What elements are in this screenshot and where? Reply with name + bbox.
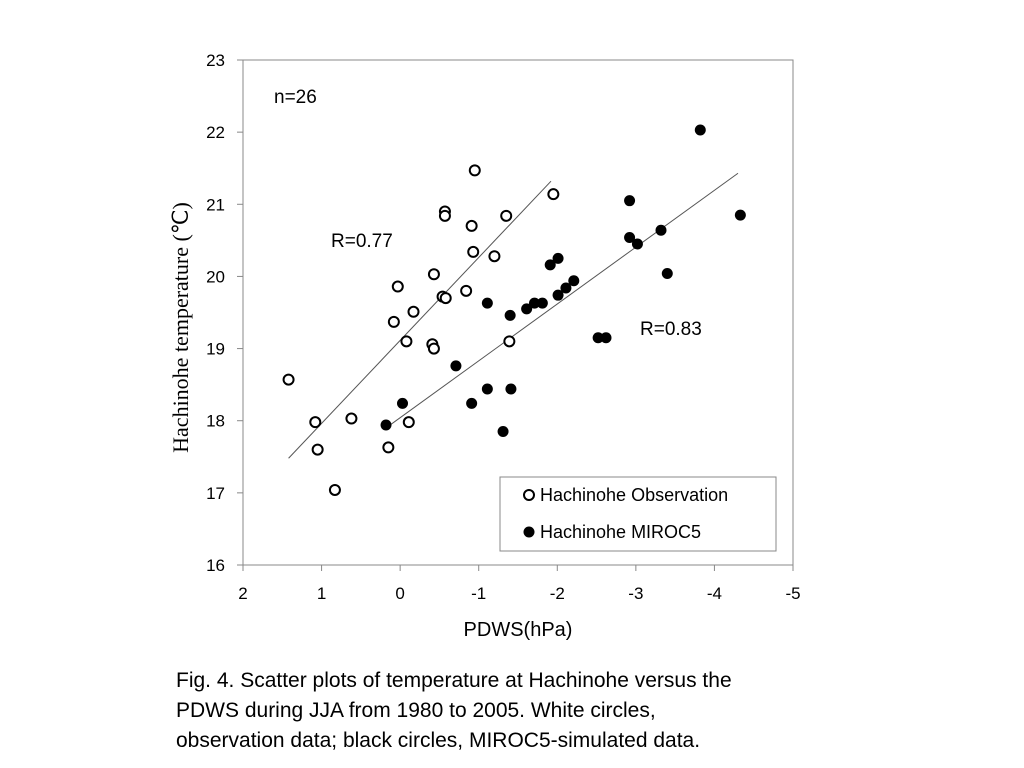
miroc5-point (661, 268, 673, 280)
legend-marker-observation (523, 489, 535, 501)
miroc5-point (592, 332, 604, 344)
caption-line: observation data; black circles, MIROC5-… (176, 729, 701, 752)
miroc5-point (380, 419, 392, 431)
plot-area-frame (242, 59, 794, 566)
y-tick-label: 16 (206, 556, 225, 575)
miroc5-point (466, 397, 478, 409)
y-tick-label: 19 (206, 340, 225, 359)
miroc5-point (600, 332, 612, 344)
trend-lines (288, 172, 739, 459)
observation-point (309, 416, 322, 429)
x-tick-label: 1 (317, 584, 326, 603)
miroc5-point (397, 397, 408, 409)
miroc5-point (560, 282, 572, 294)
annotation-r-miroc5: R=0.83 (640, 319, 702, 340)
miroc5-point (631, 238, 643, 250)
legend-marker-miroc5 (523, 526, 535, 538)
x-tick-label: 0 (395, 584, 404, 603)
figure-caption: Fig. 4. Scatter plots of temperature at … (176, 666, 876, 756)
miroc5-point (505, 383, 517, 395)
x-tick-label: -2 (550, 584, 565, 603)
observation-point (345, 412, 358, 425)
y-tick-label: 22 (206, 123, 225, 142)
data-points (282, 124, 746, 496)
legend-label-miroc5: Hachinohe MIROC5 (540, 522, 701, 542)
miroc5-point (624, 195, 636, 207)
x-tick-label: -4 (707, 584, 722, 603)
annotation-n: n=26 (274, 87, 317, 108)
miroc5-point (497, 426, 509, 438)
miroc5-point (450, 360, 462, 372)
observation-point (503, 335, 516, 348)
observation-point (465, 219, 478, 232)
observation-point (387, 315, 400, 328)
miroc5-point (694, 124, 706, 136)
x-axis-title: PDWS(hPa) (464, 619, 573, 641)
observation-point (328, 483, 341, 496)
y-tick-label: 23 (206, 51, 225, 70)
observation-point (427, 268, 440, 281)
miroc5-point (481, 297, 493, 309)
miroc5-point (655, 224, 667, 236)
x-tick-label: -5 (785, 584, 800, 603)
observation-point (427, 342, 440, 355)
y-tick-label: 20 (206, 267, 225, 286)
miroc5-point (481, 383, 493, 395)
miroc5-point (624, 231, 636, 243)
caption-line: PDWS during JJA from 1980 to 2005. White… (176, 699, 656, 722)
annotation-r-observation: R=0.77 (331, 231, 393, 252)
x-tick-label: 2 (238, 584, 247, 603)
y-axis-title: Hachinohe temperature (℃) (168, 202, 193, 453)
x-axis: 2 1 0 -1 -2 -3 -4 -5 (238, 565, 801, 603)
miroc5-point (536, 297, 548, 309)
miroc5-point (504, 309, 516, 321)
miroc5-point (552, 289, 564, 301)
miroc5-point (734, 209, 746, 221)
observation-point (282, 373, 295, 386)
miroc5-point (521, 303, 533, 315)
observation-point (467, 245, 480, 258)
observation-point (407, 305, 420, 318)
trend-line (385, 172, 739, 429)
trend-line (288, 180, 552, 459)
observation-point (468, 164, 481, 177)
observation-point (500, 209, 513, 222)
miroc5-point (552, 252, 564, 264)
miroc5-point (568, 275, 580, 287)
observation-point (382, 441, 395, 454)
x-tick-label: -3 (628, 584, 643, 603)
y-tick-label: 21 (206, 195, 225, 214)
observation-point (439, 292, 452, 305)
observation-point (460, 284, 473, 297)
observation-point (311, 443, 324, 456)
y-axis: 16 17 18 19 20 21 22 23 (206, 51, 243, 575)
observation-point (547, 188, 560, 201)
observation-point (402, 416, 415, 429)
legend: Hachinohe Observation Hachinohe MIROC5 (499, 476, 777, 552)
x-tick-label: -1 (471, 584, 486, 603)
legend-box (499, 476, 777, 552)
observation-point (391, 280, 404, 293)
observation-point (488, 250, 501, 263)
observation-point (400, 335, 413, 348)
miroc5-point (544, 259, 556, 271)
y-tick-label: 18 (206, 412, 225, 431)
observation-point (438, 209, 451, 222)
caption-line: Fig. 4. Scatter plots of temperature at … (176, 669, 732, 692)
y-tick-label: 17 (206, 484, 225, 503)
legend-label-observation: Hachinohe Observation (540, 485, 728, 505)
miroc5-point (529, 297, 540, 309)
